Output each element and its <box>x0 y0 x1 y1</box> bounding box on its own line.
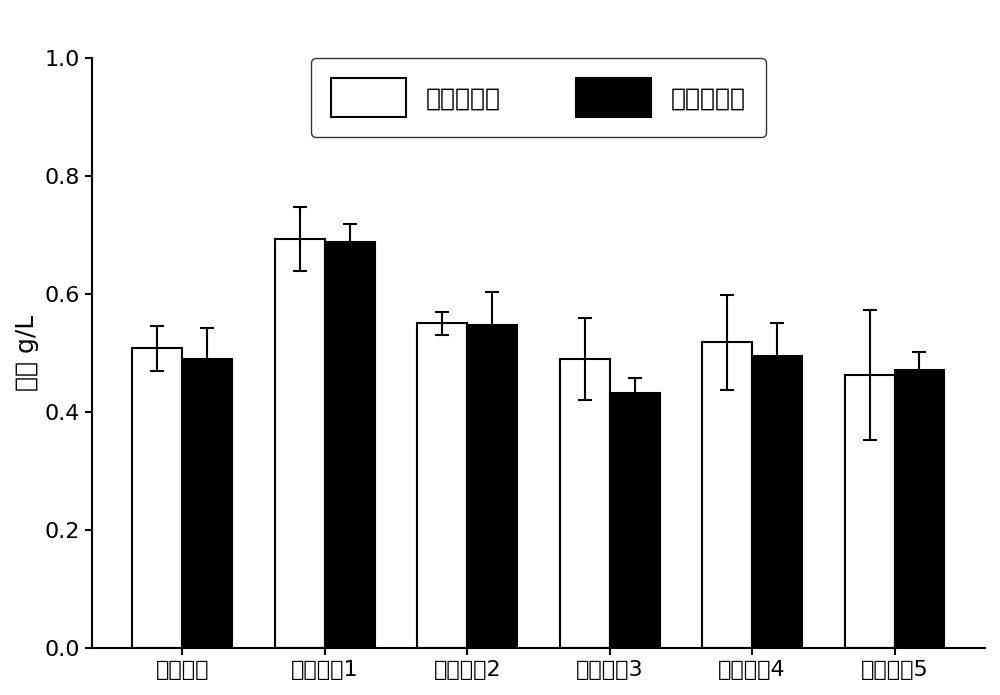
Bar <box>560 359 610 648</box>
Bar <box>467 325 517 648</box>
Y-axis label: 干重 g/L: 干重 g/L <box>15 315 39 391</box>
Bar <box>275 239 325 648</box>
Bar <box>325 242 375 648</box>
Bar <box>752 356 802 648</box>
Bar <box>417 323 467 648</box>
Bar <box>132 348 182 648</box>
Bar <box>610 393 660 648</box>
Bar <box>182 359 232 648</box>
Bar <box>702 343 752 648</box>
Bar <box>895 370 944 648</box>
Bar <box>845 375 895 648</box>
Legend: 新鲜培养基, 循环培养基: 新鲜培养基, 循环培养基 <box>311 58 766 137</box>
